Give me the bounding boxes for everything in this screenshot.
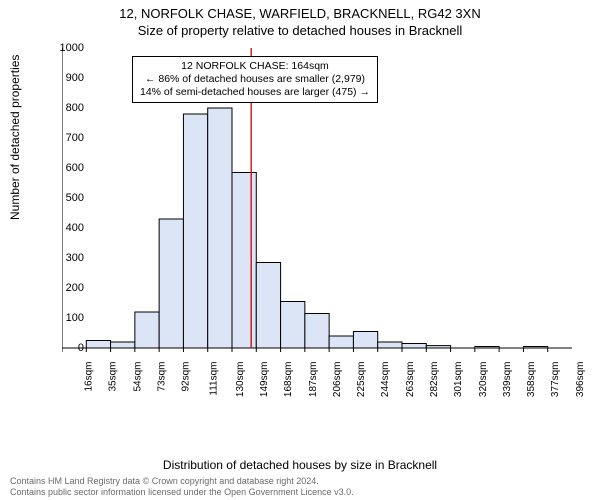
title-line-1: 12, NORFOLK CHASE, WARFIELD, BRACKNELL, … <box>0 0 600 21</box>
x-tick-label: 149sqm <box>259 362 270 398</box>
x-tick-label: 301sqm <box>453 362 464 398</box>
x-tick-label: 377sqm <box>551 362 562 398</box>
footer-line-1: Contains HM Land Registry data © Crown c… <box>10 476 354 486</box>
x-tick-label: 54sqm <box>132 362 143 392</box>
x-tick-label: 92sqm <box>181 362 192 392</box>
annotation-line-3: 14% of semi-detached houses are larger (… <box>140 86 370 99</box>
x-tick-label: 73sqm <box>156 362 167 392</box>
y-axis-label: Number of detached properties <box>8 55 22 220</box>
histogram-bar <box>159 219 183 348</box>
y-tick-label: 1000 <box>44 42 84 54</box>
x-tick-label: 187sqm <box>308 362 319 398</box>
x-tick-label: 263sqm <box>405 362 416 398</box>
histogram-bar <box>183 114 207 348</box>
x-tick-label: 358sqm <box>526 362 537 398</box>
histogram-bar <box>86 341 110 349</box>
y-tick-label: 900 <box>44 72 84 84</box>
chart-container: 12, NORFOLK CHASE, WARFIELD, BRACKNELL, … <box>0 0 600 500</box>
x-tick-label: 206sqm <box>332 362 343 398</box>
histogram-bar <box>353 332 377 349</box>
histogram-bar <box>305 314 329 349</box>
x-axis-label: Distribution of detached houses by size … <box>0 458 600 472</box>
footer-line-2: Contains public sector information licen… <box>10 487 354 497</box>
histogram-bar <box>208 108 232 348</box>
y-tick-label: 700 <box>44 132 84 144</box>
y-tick-label: 0 <box>44 342 84 354</box>
histogram-bar <box>281 302 305 349</box>
annotation-line-2: ← 86% of detached houses are smaller (2,… <box>140 73 370 86</box>
histogram-bar <box>111 342 135 348</box>
x-tick-label: 111sqm <box>209 362 220 396</box>
x-tick-label: 339sqm <box>502 362 513 398</box>
x-tick-label: 168sqm <box>283 362 294 398</box>
histogram-bar <box>329 336 353 348</box>
x-tick-label: 225sqm <box>356 362 367 398</box>
histogram-bar <box>256 263 280 349</box>
x-tick-label: 320sqm <box>478 362 489 398</box>
x-tick-label: 396sqm <box>575 362 586 398</box>
x-tick-label: 16sqm <box>84 362 95 392</box>
histogram-bar <box>402 344 426 349</box>
annotation-line-1: 12 NORFOLK CHASE: 164sqm <box>140 60 370 73</box>
y-tick-label: 300 <box>44 252 84 264</box>
histogram-bar <box>232 173 256 349</box>
chart-area: 12 NORFOLK CHASE: 164sqm ← 86% of detach… <box>62 48 572 408</box>
histogram-bar <box>135 312 159 348</box>
y-tick-label: 200 <box>44 282 84 294</box>
y-tick-label: 400 <box>44 222 84 234</box>
x-tick-label: 130sqm <box>235 362 246 398</box>
x-tick-label: 244sqm <box>381 362 392 398</box>
x-tick-label: 282sqm <box>429 362 440 398</box>
annotation-box: 12 NORFOLK CHASE: 164sqm ← 86% of detach… <box>132 56 378 103</box>
footer-attribution: Contains HM Land Registry data © Crown c… <box>10 476 354 497</box>
y-tick-label: 500 <box>44 192 84 204</box>
y-tick-label: 600 <box>44 162 84 174</box>
histogram-bar <box>378 342 402 348</box>
y-tick-label: 800 <box>44 102 84 114</box>
title-line-2: Size of property relative to detached ho… <box>0 21 600 38</box>
y-tick-label: 100 <box>44 312 84 324</box>
x-tick-label: 35sqm <box>108 362 119 392</box>
